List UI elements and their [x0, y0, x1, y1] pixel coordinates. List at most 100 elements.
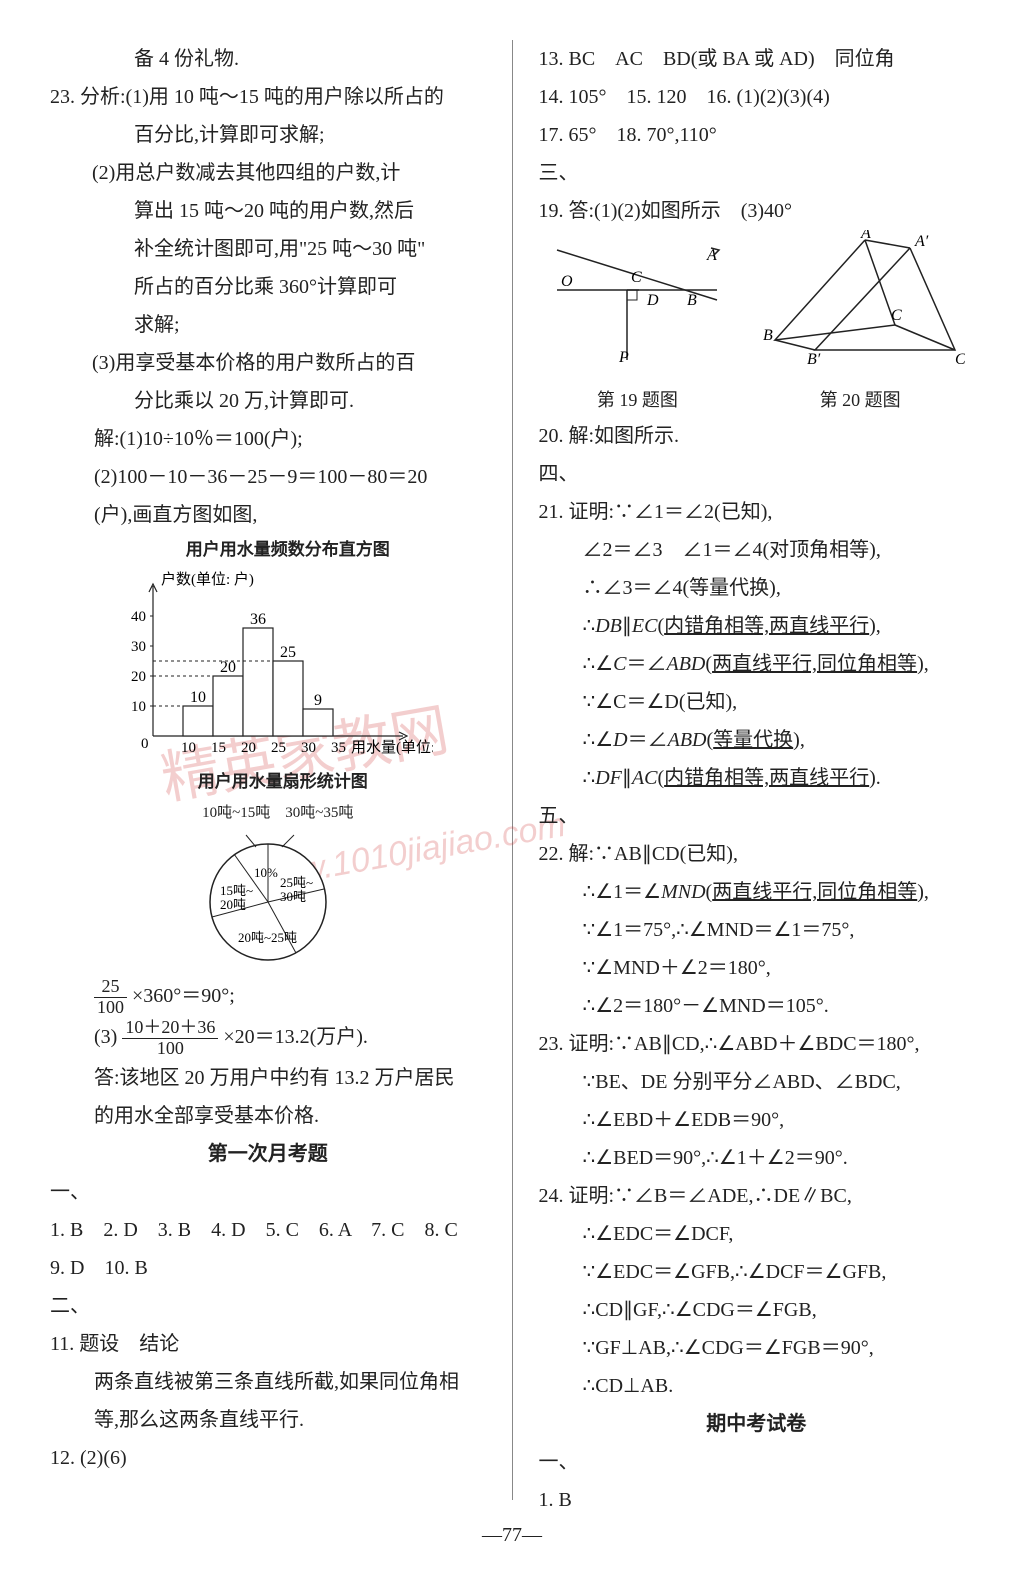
- svg-text:20: 20: [220, 659, 236, 676]
- y-axis-label: 户数(单位: 户): [161, 571, 254, 588]
- figure-19: O C D B A P 第 19 题图: [547, 230, 727, 417]
- proof-line: ∴∠2＝180°－∠MND＝105°.: [539, 987, 975, 1025]
- x-axis-label: 用水量(单位:吨): [351, 739, 433, 756]
- svg-text:A: A: [860, 230, 871, 242]
- left-column: 备 4 份礼物. 23. 分析:(1)用 10 吨～15 吨的用户除以所占的 百…: [50, 40, 486, 1500]
- answer-line: 1. B: [539, 1481, 975, 1519]
- proof-line: ∵∠C＝∠D(已知),: [539, 683, 975, 721]
- answer-line: 19. 答:(1)(2)如图所示 (3)40°: [539, 192, 975, 230]
- proof-line: ∵∠MND＋∠2＝180°,: [539, 949, 975, 987]
- proof-line: ∴∠BED＝90°,∴∠1＋∠2＝90°.: [539, 1139, 975, 1177]
- svg-text:35: 35: [331, 740, 346, 756]
- section-marker: 一、: [539, 1443, 975, 1481]
- svg-text:0: 0: [141, 736, 149, 752]
- text-line: 备 4 份礼物.: [50, 40, 486, 78]
- part3-label: (3): [94, 1026, 117, 1048]
- svg-text:9: 9: [314, 692, 322, 709]
- svg-text:30: 30: [131, 639, 146, 655]
- svg-text:30吨: 30吨: [280, 889, 306, 904]
- text-line: 两条直线被第三条直线所截,如果同位角相: [50, 1363, 486, 1401]
- pie-chart-svg: 10% 15吨~ 20吨 25吨~ 30吨 20吨~25吨: [168, 827, 368, 977]
- svg-text:25: 25: [280, 644, 296, 661]
- proof-line: ∴∠EBD＋∠EDB＝90°,: [539, 1101, 975, 1139]
- proof-line: ∴DB∥EC(内错角相等,两直线平行),: [539, 607, 975, 645]
- section-marker: 二、: [50, 1287, 486, 1325]
- figure-caption: 第 20 题图: [755, 383, 965, 417]
- proof-line: ∴∠C＝∠ABD(两直线平行,同位角相等),: [539, 645, 975, 683]
- svg-text:10: 10: [181, 740, 196, 756]
- svg-text:O: O: [561, 273, 573, 290]
- answer-line: 1. B 2. D 3. B 4. D 5. C 6. A 7. C 8. C: [50, 1211, 486, 1249]
- proof-line: ∴∠3＝∠4(等量代换),: [539, 569, 975, 607]
- section-marker: 五、: [539, 797, 975, 835]
- svg-text:40: 40: [131, 609, 146, 625]
- svg-text:36: 36: [250, 611, 266, 628]
- svg-text:10: 10: [131, 699, 146, 715]
- formula-line: 25100 ×360°＝90°;: [50, 977, 486, 1018]
- text-line: 20. 解:如图所示.: [539, 417, 975, 455]
- proof-line: ∴DF∥AC(内错角相等,两直线平行).: [539, 759, 975, 797]
- svg-text:25吨~: 25吨~: [280, 875, 313, 890]
- text-line: (3)用享受基本价格的用户数所占的百: [50, 344, 486, 382]
- text-line: 补全统计图即可,用"25 吨～30 吨": [50, 230, 486, 268]
- text-line: 所占的百分比乘 360°计算即可: [50, 268, 486, 306]
- section-title: 第一次月考题: [50, 1135, 486, 1173]
- section-marker: 四、: [539, 455, 975, 493]
- text-line: 分比乘以 20 万,计算即可.: [50, 382, 486, 420]
- proof-line: ∴CD⊥AB.: [539, 1367, 975, 1405]
- proof-line: ∵BE、DE 分别平分∠ABD、∠BDC,: [539, 1063, 975, 1101]
- bar-chart-title: 用户用水量频数分布直方图: [90, 534, 486, 566]
- svg-text:20: 20: [131, 669, 146, 685]
- fraction: 10＋20＋36100: [122, 1018, 218, 1059]
- svg-text:20: 20: [241, 740, 256, 756]
- section-marker: 三、: [539, 154, 975, 192]
- svg-text:D: D: [646, 292, 659, 309]
- section-marker: 一、: [50, 1173, 486, 1211]
- text-line: (2)用总户数减去其他四组的户数,计: [50, 154, 486, 192]
- text-line: 百分比,计算即可求解;: [50, 116, 486, 154]
- answer-line: 13. BC AC BD(或 BA 或 AD) 同位角: [539, 40, 975, 78]
- text-line: 答:该地区 20 万用户中约有 13.2 万户居民: [50, 1059, 486, 1097]
- proof-line: ∠2＝∠3 ∠1＝∠4(对顶角相等),: [539, 531, 975, 569]
- svg-text:10: 10: [190, 689, 206, 706]
- page-number: —77—: [50, 1516, 974, 1554]
- proof-line: ∵GF⊥AB,∴∠CDG＝∠FGB＝90°,: [539, 1329, 975, 1367]
- text-line: 等,那么这两条直线平行.: [50, 1401, 486, 1439]
- answer-line: 9. D 10. B: [50, 1249, 486, 1287]
- page: 精英家教网 www.1010jiajiao.com 备 4 份礼物. 23. 分…: [0, 0, 1024, 1584]
- proof-line: ∴∠D＝∠ABD(等量代换),: [539, 721, 975, 759]
- figure-caption: 第 19 题图: [547, 383, 727, 417]
- proof-line: ∴∠EDC＝∠DCF,: [539, 1215, 975, 1253]
- two-column-layout: 备 4 份礼物. 23. 分析:(1)用 10 吨～15 吨的用户除以所占的 百…: [50, 40, 974, 1500]
- svg-text:10%: 10%: [254, 865, 278, 880]
- section-title: 期中考试卷: [539, 1405, 975, 1443]
- formula-rest: ×20＝13.2(万户).: [223, 1026, 368, 1048]
- text-line: 算出 15 吨～20 吨的用户数,然后: [50, 192, 486, 230]
- svg-text:C′: C′: [955, 351, 965, 368]
- proof-line: ∵∠1＝75°,∴∠MND＝∠1＝75°,: [539, 911, 975, 949]
- svg-text:30: 30: [301, 740, 316, 756]
- bar-chart: 户数(单位: 户) 10 20 30 40 0 10 15 20: [50, 566, 486, 766]
- answer-line: 11. 题设 结论: [50, 1325, 486, 1363]
- svg-text:15吨~: 15吨~: [220, 883, 253, 898]
- svg-text:25: 25: [271, 740, 286, 756]
- answer-line: 12. (2)(6): [50, 1439, 486, 1477]
- text-line: 的用水全部享受基本价格.: [50, 1097, 486, 1135]
- proof-line: 23. 证明:∵AB∥CD,∴∠ABD＋∠BDC＝180°,: [539, 1025, 975, 1063]
- column-divider: [512, 40, 513, 1500]
- text-line: 解:(1)10÷10％＝100(户);: [50, 420, 486, 458]
- figure-row: O C D B A P 第 19 题图: [539, 230, 975, 417]
- text-line: (2)100－10－36－25－9＝100－80＝20: [50, 458, 486, 496]
- svg-text:B: B: [687, 292, 697, 309]
- fraction: 25100: [94, 977, 127, 1018]
- proof-line: 21. 证明:∵∠1＝∠2(已知),: [539, 493, 975, 531]
- bar-chart-svg: 户数(单位: 户) 10 20 30 40 0 10 15 20: [103, 566, 433, 766]
- pie-chart: 10% 15吨~ 20吨 25吨~ 30吨 20吨~25吨: [50, 827, 486, 977]
- svg-text:B: B: [763, 327, 773, 344]
- proof-line: ∵∠EDC＝∠GFB,∴∠DCF＝∠GFB,: [539, 1253, 975, 1291]
- svg-text:20吨: 20吨: [220, 897, 246, 912]
- svg-text:C: C: [891, 307, 902, 324]
- answer-line: 17. 65° 18. 70°,110°: [539, 116, 975, 154]
- text-line: 23. 分析:(1)用 10 吨～15 吨的用户除以所占的: [50, 78, 486, 116]
- formula-line: (3) 10＋20＋36100 ×20＝13.2(万户).: [50, 1018, 486, 1059]
